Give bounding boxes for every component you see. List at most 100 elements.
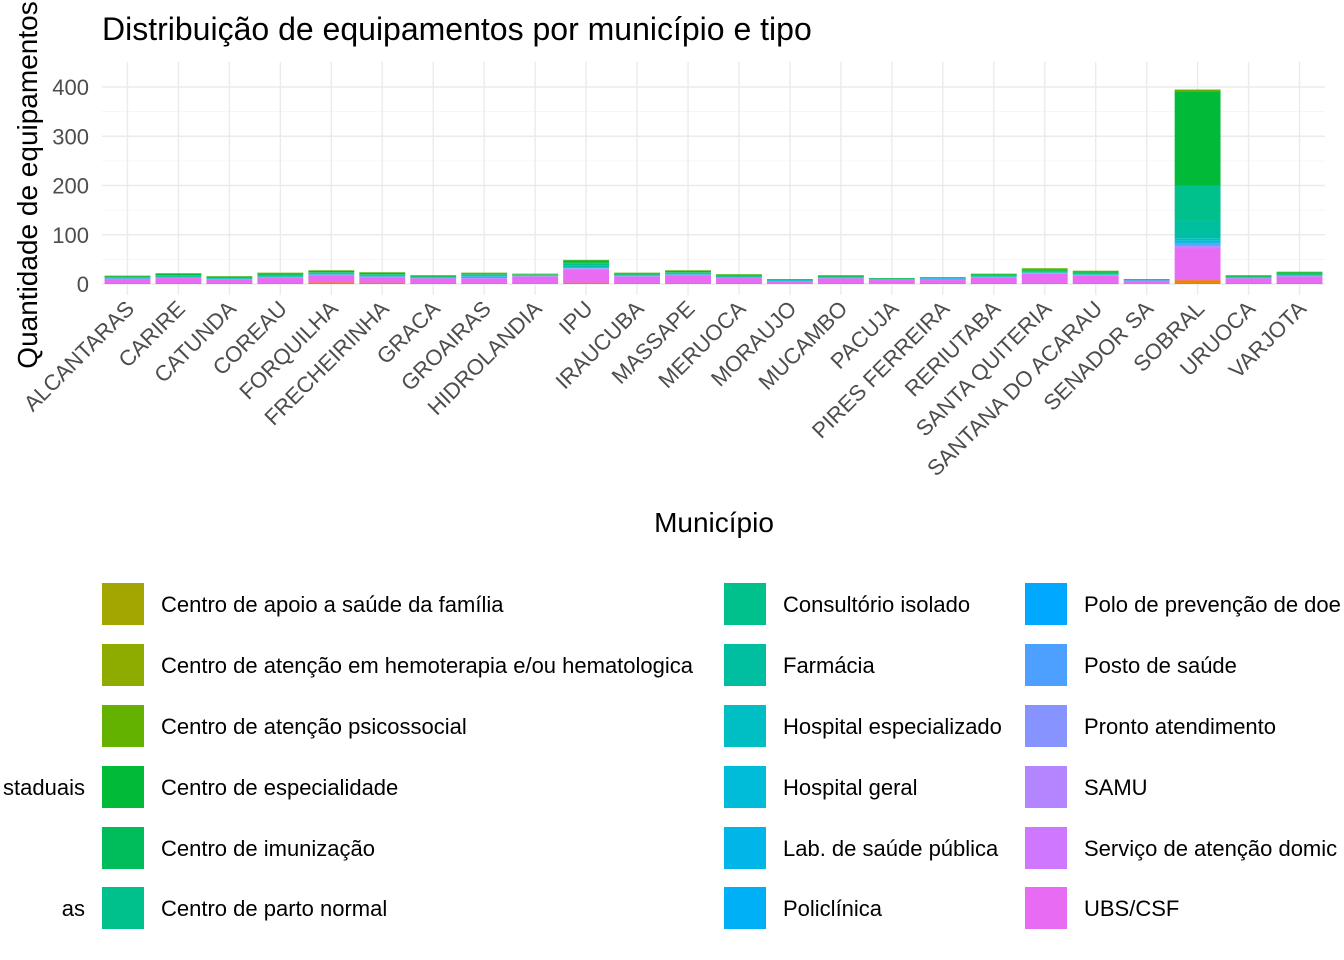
bar-segment [716, 274, 762, 276]
legend-key [1025, 583, 1067, 625]
bar-segment [563, 265, 610, 268]
bar-segment [359, 272, 406, 275]
legend-label: Hospital geral [783, 775, 918, 800]
bar-segment [155, 273, 202, 276]
bar-segment [461, 273, 508, 275]
bar-segment [155, 278, 202, 284]
bar-segment [614, 276, 660, 284]
bar-segment [970, 274, 1017, 276]
bar-segment [817, 278, 864, 284]
bar-segment [1174, 89, 1221, 92]
bar-segment [206, 279, 253, 284]
bar-segment [1276, 276, 1323, 284]
legend-label: Centro de especialidade [161, 775, 398, 800]
bar-segment [461, 276, 508, 279]
bar-segment [104, 276, 151, 278]
y-axis-title: Quantidade de equipamentos [12, 1, 43, 368]
bar-segment [1276, 274, 1323, 276]
bar-segment [308, 283, 355, 284]
bar-segment [461, 278, 508, 284]
legend-key [724, 644, 766, 686]
bars [104, 89, 1323, 284]
bar-segment [665, 270, 711, 273]
bar-segment [308, 270, 355, 273]
legend-key [1025, 887, 1067, 929]
bar-segment [1021, 271, 1068, 273]
legend-label: Policlínica [783, 896, 883, 921]
bar-segment [1174, 240, 1221, 243]
legend-key [102, 644, 144, 686]
legend-key [102, 887, 144, 929]
legend-label: Hospital especializado [783, 714, 1002, 739]
legend-label: Centro de imunização [161, 836, 375, 861]
bar-segment [970, 275, 1017, 277]
bar-segment [1021, 273, 1068, 284]
bar-segment [1174, 91, 1221, 185]
legend: Centro de apoio a saúde da família Centro… [3, 583, 1341, 929]
legend-key [102, 766, 144, 808]
bar-segment [868, 280, 915, 284]
bar-segment [1123, 281, 1170, 284]
legend-label: Centro de atenção em hemoterapia e/ou he… [161, 653, 694, 678]
bar-segment [1174, 238, 1221, 241]
y-tick-label: 400 [52, 75, 89, 100]
legend-label: Serviço de atenção domic [1084, 836, 1337, 861]
bar-segment [919, 278, 966, 280]
bar-segment [1174, 247, 1221, 249]
bar-segment [970, 277, 1017, 284]
legend-key [724, 766, 766, 808]
legend-key [1025, 766, 1067, 808]
bar-segment [1174, 186, 1221, 221]
legend-key [102, 827, 144, 869]
x-tick-label: IPU [554, 296, 598, 340]
bar-segment [767, 281, 813, 284]
bar-segment [461, 274, 508, 276]
legend-label-partial: as [62, 896, 85, 921]
bar-segment [359, 277, 406, 283]
legend-label: SAMU [1084, 775, 1148, 800]
bar-segment [614, 274, 660, 276]
bar-segment [716, 278, 762, 284]
legend-label: Lab. de saúde pública [783, 836, 999, 861]
bar-segment [1225, 275, 1272, 277]
y-tick-label: 100 [52, 223, 89, 248]
bar-segment [104, 279, 151, 284]
y-tick-label: 0 [77, 272, 89, 297]
bar-segment [308, 282, 355, 284]
legend-key [1025, 705, 1067, 747]
legend-key [724, 705, 766, 747]
bar-segment [1174, 185, 1221, 186]
legend-label: Pronto atendimento [1084, 714, 1276, 739]
bar-segment [1276, 272, 1323, 274]
bar-segment [563, 260, 610, 263]
bar-segment [410, 278, 457, 284]
bar-segment [1174, 220, 1221, 239]
bar-segment [206, 276, 253, 278]
legend-label: UBS/CSF [1084, 896, 1179, 921]
legend-label: Posto de saúde [1084, 653, 1237, 678]
y-tick-label: 200 [52, 174, 89, 199]
bar-segment [614, 273, 660, 275]
bar-segment [257, 278, 304, 284]
legend-label: Consultório isolado [783, 592, 970, 617]
x-axis-title: Município [654, 507, 774, 538]
bar-segment [512, 276, 559, 284]
bar-segment [563, 263, 610, 266]
bar-segment [155, 275, 202, 277]
y-ticks: 0 100 200 300 400 [52, 75, 89, 297]
bar-segment [257, 275, 304, 277]
legend-key [724, 583, 766, 625]
bar-segment [1021, 269, 1068, 271]
chart-title: Distribuição de equipamentos por municíp… [102, 11, 812, 47]
x-ticks: ALCANTARASCARIRECATUNDACOREAUFORQUILHAFR… [19, 296, 1311, 481]
legend-label: Polo de prevenção de doe [1084, 592, 1341, 617]
bar-segment [1072, 271, 1119, 273]
legend-key [1025, 644, 1067, 686]
bar-segment [1174, 279, 1221, 281]
bar-segment [257, 273, 304, 275]
legend-label: Centro de parto normal [161, 896, 387, 921]
bar-segment [665, 272, 711, 274]
bar-segment [1225, 278, 1272, 284]
legend-label: Centro de apoio a saúde da família [161, 592, 504, 617]
